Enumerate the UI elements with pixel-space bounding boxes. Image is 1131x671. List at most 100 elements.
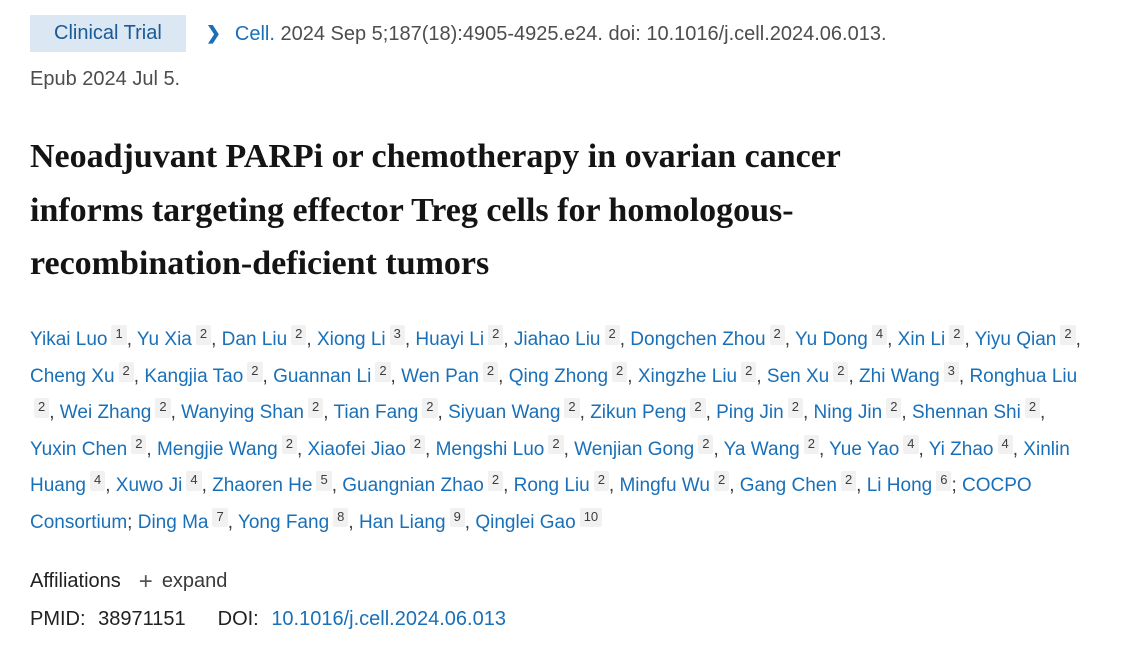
affiliation-superscript[interactable]: 2: [604, 325, 620, 346]
author-link[interactable]: Xuwo Ji: [115, 475, 183, 497]
author-link[interactable]: Yuxin Chen: [30, 438, 128, 460]
affiliation-superscript[interactable]: 2: [281, 434, 297, 455]
affiliations-expand-button[interactable]: + expand: [139, 569, 228, 594]
author-link[interactable]: Yu Dong: [794, 329, 868, 351]
affiliation-superscript[interactable]: 2: [564, 398, 580, 418]
affiliation-superscript[interactable]: 2: [195, 325, 212, 346]
author-link[interactable]: Yong Fang: [237, 511, 330, 533]
affiliation-superscript[interactable]: 2: [1024, 398, 1041, 418]
author-link[interactable]: Xinlin Huang: [30, 438, 1070, 497]
affiliation-superscript[interactable]: 2: [155, 398, 171, 418]
affiliation-superscript[interactable]: 4: [903, 434, 919, 455]
author-link[interactable]: Ning Jin: [813, 402, 883, 424]
affiliation-superscript[interactable]: 2: [482, 361, 499, 382]
author-link[interactable]: Xiaofei Jiao: [307, 438, 406, 460]
author-link[interactable]: Rong Liu: [513, 475, 590, 497]
author-link[interactable]: Xingzhe Liu: [637, 365, 738, 387]
doi-link[interactable]: 10.1016/j.cell.2024.06.013: [271, 607, 506, 630]
affiliation-superscript[interactable]: 2: [690, 398, 706, 418]
affiliation-superscript[interactable]: 2: [247, 361, 263, 382]
journal-link[interactable]: Cell.: [234, 22, 275, 45]
author-link[interactable]: Wei Zhang: [59, 402, 152, 424]
author-link[interactable]: Shennan Shi: [911, 402, 1021, 424]
affiliation-superscript[interactable]: 2: [375, 361, 391, 382]
affiliation-superscript[interactable]: 4: [90, 471, 106, 491]
author-link[interactable]: Xin Li: [897, 329, 946, 351]
author-link[interactable]: Yu Xia: [136, 329, 192, 351]
author-link[interactable]: Qinglei Gao: [475, 511, 576, 533]
author-link[interactable]: Ping Jin: [716, 402, 784, 424]
affiliation-superscript[interactable]: 2: [548, 434, 564, 455]
author-link[interactable]: Han Liang: [358, 511, 446, 533]
author-link[interactable]: Yue Yao: [829, 438, 900, 460]
author-link[interactable]: Mingfu Wu: [619, 475, 710, 497]
author-link[interactable]: Qing Zhong: [508, 365, 609, 387]
affiliation-superscript[interactable]: 2: [1060, 325, 1076, 346]
author-link[interactable]: Ding Ma: [137, 511, 209, 533]
affiliation-superscript[interactable]: 3: [943, 361, 959, 382]
author-separator: ,: [498, 365, 509, 387]
author-separator: ,: [713, 438, 724, 460]
author-link[interactable]: Siyuan Wang: [448, 402, 561, 424]
author-link[interactable]: COCPO Consortium: [30, 475, 1032, 533]
author-link[interactable]: Ya Wang: [723, 438, 800, 460]
affiliation-superscript[interactable]: 4: [997, 434, 1013, 455]
affiliation-superscript[interactable]: 2: [787, 398, 803, 418]
affiliation-superscript[interactable]: 2: [422, 398, 438, 418]
affiliation-superscript[interactable]: 2: [488, 325, 504, 346]
affiliation-superscript[interactable]: 2: [131, 434, 147, 455]
affiliation-superscript[interactable]: 2: [487, 471, 504, 491]
affiliation-superscript[interactable]: 2: [769, 325, 785, 346]
author-link[interactable]: Kangjia Tao: [144, 365, 244, 387]
author-link[interactable]: Dan Liu: [221, 329, 288, 351]
affiliation-superscript[interactable]: 1: [111, 325, 127, 346]
author-link[interactable]: Wanying Shan: [181, 402, 304, 424]
author-link[interactable]: Guannan Li: [273, 365, 372, 387]
author-link[interactable]: Tian Fang: [333, 402, 419, 424]
author-link[interactable]: Ronghua Liu: [969, 365, 1078, 387]
author-link[interactable]: Sen Xu: [766, 365, 830, 387]
author-link[interactable]: Li Hong: [866, 475, 933, 497]
affiliation-superscript[interactable]: 9: [449, 507, 465, 528]
affiliation-superscript[interactable]: 2: [593, 471, 609, 491]
author-link[interactable]: Huayi Li: [415, 329, 485, 351]
affiliation-superscript[interactable]: 7: [212, 507, 228, 528]
affiliation-superscript[interactable]: 2: [698, 434, 714, 455]
affiliation-superscript[interactable]: 2: [612, 361, 628, 382]
affiliation-superscript[interactable]: 2: [886, 398, 902, 418]
author-link[interactable]: Yi Zhao: [928, 438, 994, 460]
author-link[interactable]: Gang Chen: [739, 475, 837, 497]
author-link[interactable]: Wenjian Gong: [574, 438, 695, 460]
affiliation-superscript[interactable]: 6: [936, 471, 952, 491]
author-link[interactable]: Jiahao Liu: [513, 329, 601, 351]
author-link[interactable]: Yiyu Qian: [974, 329, 1057, 351]
author-link[interactable]: Zikun Peng: [590, 402, 687, 424]
author-link[interactable]: Mengshi Luo: [435, 438, 545, 460]
author-link[interactable]: Wen Pan: [401, 365, 479, 387]
author-link[interactable]: Yikai Luo: [30, 329, 108, 351]
affiliation-superscript[interactable]: 2: [949, 325, 965, 346]
affiliation-superscript[interactable]: 2: [840, 471, 857, 491]
author-link[interactable]: Mengjie Wang: [156, 438, 278, 460]
author-link[interactable]: Zhaoren He: [212, 475, 313, 497]
affiliation-superscript[interactable]: 2: [803, 434, 819, 455]
affiliation-superscript[interactable]: 2: [409, 434, 425, 455]
affiliation-superscript[interactable]: 4: [186, 471, 202, 491]
affiliation-superscript[interactable]: 4: [871, 325, 888, 346]
affiliation-superscript[interactable]: 5: [316, 471, 332, 491]
affiliation-superscript[interactable]: 2: [118, 361, 134, 382]
author-link[interactable]: Cheng Xu: [30, 365, 115, 387]
author-link[interactable]: Dongchen Zhou: [630, 329, 766, 351]
affiliation-superscript[interactable]: 10: [579, 507, 603, 528]
author-link[interactable]: Zhi Wang: [859, 365, 940, 387]
affiliation-superscript[interactable]: 2: [34, 398, 50, 418]
affiliation-superscript[interactable]: 2: [308, 398, 324, 418]
author-link[interactable]: Guangnian Zhao: [342, 475, 484, 497]
affiliation-superscript[interactable]: 2: [741, 361, 757, 382]
affiliation-superscript[interactable]: 8: [333, 507, 349, 528]
affiliation-superscript[interactable]: 2: [833, 361, 849, 382]
affiliation-superscript[interactable]: 2: [291, 325, 307, 346]
affiliation-superscript[interactable]: 3: [389, 325, 405, 346]
author-link[interactable]: Xiong Li: [316, 329, 386, 351]
affiliation-superscript[interactable]: 2: [713, 471, 730, 491]
